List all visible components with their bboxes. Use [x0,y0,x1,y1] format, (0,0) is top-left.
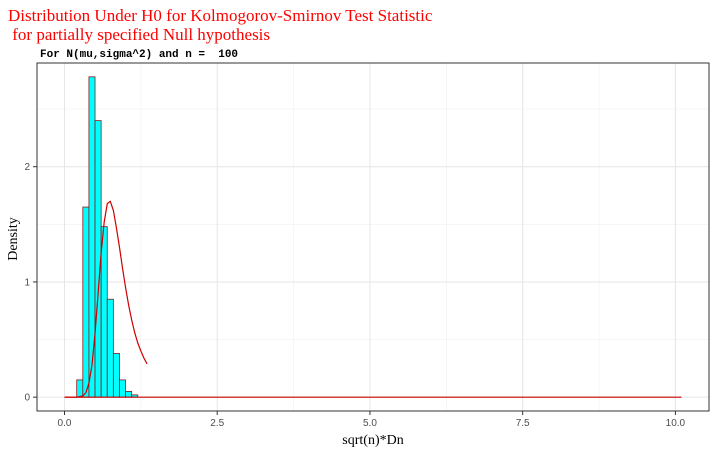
y-axis: 0 1 2 [24,162,37,404]
histogram-bar [125,391,133,398]
x-tick-label: 10.0 [666,418,686,429]
y-tick-label: 0 [24,393,30,404]
x-tick-label: 5.0 [363,418,377,429]
panel-border [36,62,710,412]
y-axis-title: Density [6,217,21,261]
x-tick-label: 0.0 [58,418,72,429]
x-tick-label: 7.5 [516,418,530,429]
x-axis-title: sqrt(n)*Dn [342,433,403,448]
histogram-bar [112,352,120,398]
histogram-bar [100,226,108,398]
x-tick-label: 2.5 [210,418,224,429]
y-tick-label: 1 [24,277,30,288]
density-curve [64,200,148,398]
histogram-bar [82,206,90,398]
y-tick-label: 2 [24,162,30,173]
chart-title-line-2: for partially specified Null hypothesis [8,25,270,44]
histogram-bar [106,298,114,398]
chart-title-line-1: Distribution Under H0 for Kolmogorov-Smi… [8,6,433,25]
histogram-bars [76,76,139,398]
chart-subtitle: For N(mu,sigma^2) and n = 100 [40,49,238,61]
x-axis: 0.0 2.5 5.0 7.5 10.0 [58,411,686,429]
histogram-bar [119,379,126,398]
grid [37,63,709,411]
histogram-bar [76,379,84,398]
density-lines [64,200,682,398]
